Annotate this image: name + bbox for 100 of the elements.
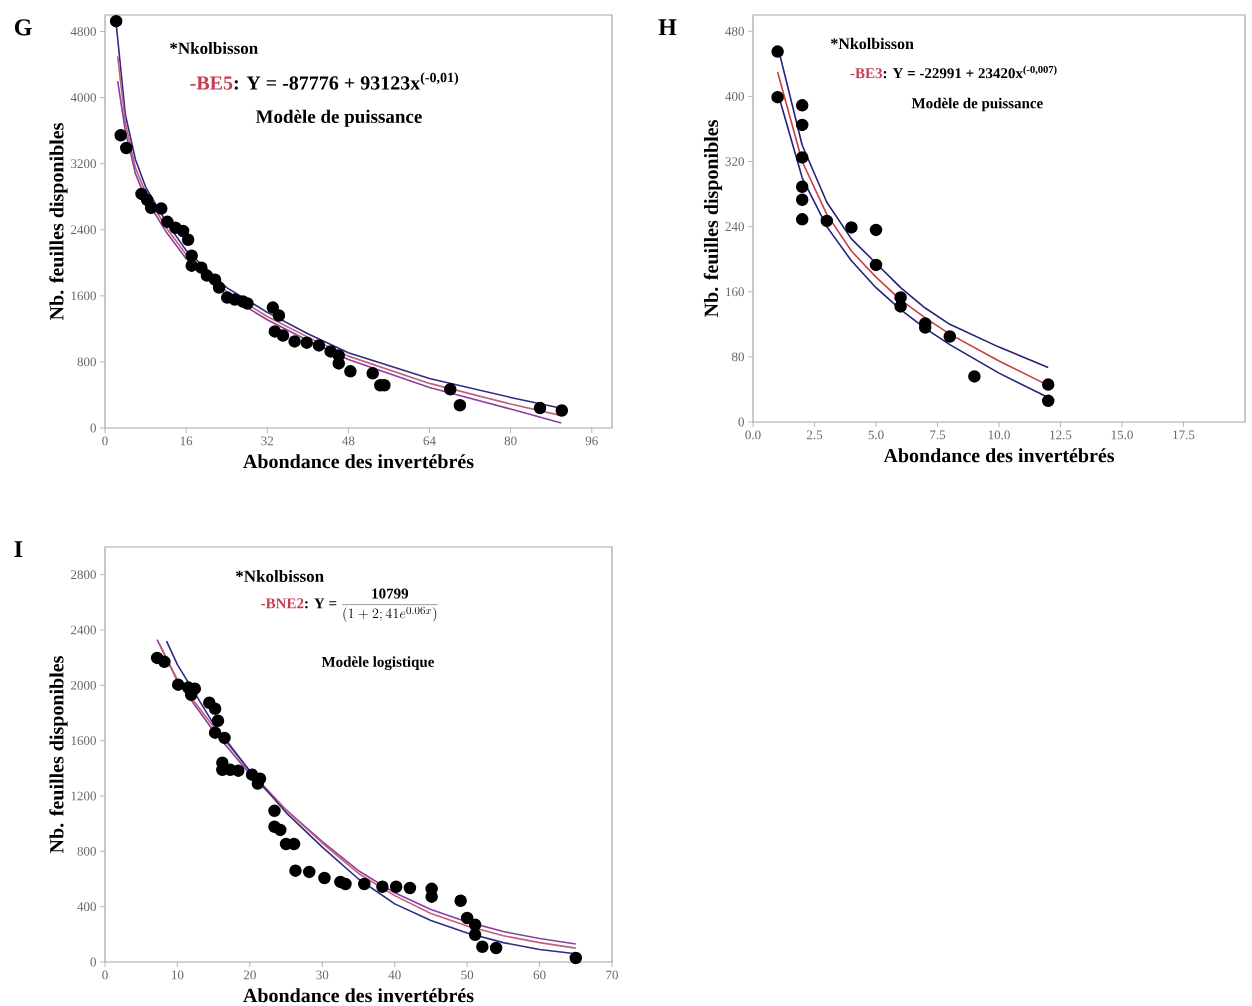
annotation: : Y =: [305, 598, 337, 609]
point: [425, 890, 438, 904]
point: [339, 877, 352, 891]
y-tick-label: 400: [77, 902, 96, 912]
point: [869, 258, 883, 272]
y-tick-label: 2400: [71, 625, 96, 635]
point: [555, 404, 569, 417]
point: [454, 894, 467, 908]
y-tick-label: 160: [726, 287, 744, 297]
x-tick-label: 17.5: [1173, 430, 1195, 440]
x-tick-label: 48: [342, 436, 355, 446]
point: [476, 940, 489, 954]
point: [771, 91, 784, 104]
x-axis-title: Abondance des invertébrés: [883, 448, 1115, 463]
y-tick-label: 2800: [71, 570, 96, 580]
chart-title: I: [14, 541, 23, 558]
annotation: *Nkolbisson: [170, 42, 258, 55]
y-tick-label: 0: [90, 957, 96, 967]
point: [403, 881, 417, 895]
point: [444, 383, 457, 396]
point: [489, 941, 503, 955]
point: [358, 877, 371, 891]
point: [181, 233, 195, 247]
y-axis-title: Nb. feuilles disponibles: [49, 656, 68, 854]
point: [771, 45, 784, 59]
point: [158, 655, 171, 669]
x-tick-label: 96: [585, 436, 598, 446]
point: [176, 224, 190, 238]
point: [208, 726, 222, 740]
point: [232, 764, 245, 778]
point: [389, 880, 403, 894]
y-axis-title: Nb. feuilles disponibles: [703, 120, 723, 318]
y-axis-title: Nb. feuilles disponibles: [49, 123, 68, 321]
point: [211, 714, 225, 728]
point: [289, 864, 302, 878]
point: [795, 180, 809, 194]
x-tick-label: 0.0: [745, 430, 761, 440]
y-tick-label: 3200: [71, 159, 96, 169]
point: [453, 399, 467, 412]
point: [300, 336, 314, 350]
point: [968, 370, 981, 383]
point: [1041, 394, 1055, 408]
annotation: -BE3: [850, 68, 883, 79]
point: [795, 118, 809, 132]
x-tick-label: 80: [504, 436, 517, 446]
x-tick-label: 2.5: [806, 430, 823, 440]
point: [288, 335, 301, 348]
point: [268, 804, 281, 818]
x-tick-label: 10: [172, 970, 184, 980]
x-axis-title: Abondance des invertébrés: [243, 454, 474, 469]
point: [185, 249, 198, 263]
y-tick-label: 1600: [71, 736, 96, 746]
annotation: Modèle de puissance: [911, 97, 1043, 112]
y-tick-label: 0: [738, 417, 744, 427]
annotation: Modèle de puissance: [255, 109, 422, 128]
annotation: : Y = -22991 + 23420x$^{(-0,007)}$: [883, 65, 1057, 79]
x-tick-label: 40: [388, 970, 401, 980]
chart-title: G: [14, 19, 32, 36]
point: [1041, 378, 1055, 391]
point: [114, 129, 127, 142]
point: [869, 223, 883, 237]
y-tick-label: 1200: [71, 791, 96, 801]
y-tick-label: 480: [725, 27, 744, 36]
y-tick-label: 320: [725, 157, 744, 167]
annotation: *Nkolbisson: [831, 38, 914, 50]
point: [155, 202, 168, 216]
point: [795, 193, 809, 207]
y-tick-label: 2400: [71, 225, 96, 235]
point: [376, 880, 389, 894]
point: [845, 221, 858, 234]
y-tick-label: 400: [725, 92, 744, 101]
y-tick-label: 4800: [70, 27, 96, 37]
point: [276, 329, 290, 342]
point: [312, 339, 326, 352]
y-tick-label: 2000: [71, 681, 96, 690]
x-tick-label: 20: [243, 970, 256, 980]
point: [218, 731, 231, 745]
point: [943, 330, 957, 343]
point: [272, 309, 286, 322]
point: [120, 141, 133, 155]
x-tick-label: 7.5: [930, 430, 946, 440]
annotation: -BE5: [190, 76, 233, 90]
x-tick-label: 32: [261, 436, 274, 446]
x-tick-label: 0: [102, 436, 108, 446]
x-tick-label: 60: [533, 970, 546, 980]
point: [569, 951, 583, 965]
x-axis-title: Abondance des invertébrés: [243, 988, 474, 1003]
point: [795, 99, 809, 112]
x-tick-label: 64: [423, 436, 436, 446]
annotation: *Nkolbisson: [235, 570, 324, 583]
x-tick-label: 5.0: [868, 430, 884, 440]
point: [795, 151, 809, 164]
x-tick-label: 50: [461, 970, 474, 980]
point: [795, 213, 809, 226]
point: [109, 15, 123, 28]
point: [533, 402, 547, 415]
x-tick-label: 10.0: [988, 430, 1010, 440]
point: [366, 367, 379, 380]
point: [303, 865, 316, 879]
point: [820, 214, 834, 228]
